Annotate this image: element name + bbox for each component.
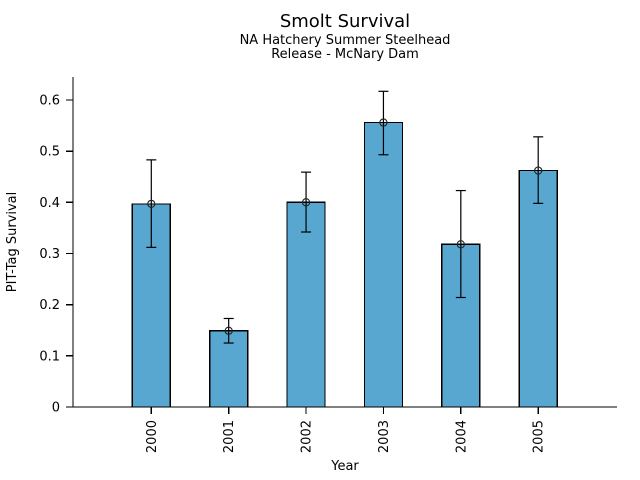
chart-subtitle-line2: Release - McNary Dam <box>271 47 419 62</box>
x-tick-label: 2000 <box>145 420 160 453</box>
x-tick-label: 2002 <box>300 420 315 453</box>
y-tick-label: 0.3 <box>39 247 60 262</box>
bar <box>286 201 326 408</box>
mean-marker-circle <box>301 198 311 207</box>
y-tick-label: 0.4 <box>39 196 60 211</box>
bar <box>518 170 558 408</box>
mean-marker-circle <box>379 118 388 127</box>
y-tick-label: 0.5 <box>39 145 60 160</box>
bar <box>363 121 404 408</box>
x-axis-label: Year <box>330 459 359 474</box>
mean-marker-circle <box>147 199 156 209</box>
mean-marker-circle <box>224 326 233 335</box>
x-tick-label: 2003 <box>377 420 392 453</box>
y-axis-label: PIT-Tag Survival <box>5 192 20 292</box>
mean-marker-circle <box>456 240 465 249</box>
mean-marker-circle <box>534 166 543 175</box>
x-tick-label: 2004 <box>454 420 469 453</box>
x-tick-label: 2001 <box>222 420 237 453</box>
y-tick-label: 0.6 <box>39 94 60 109</box>
y-tick-label: 0.2 <box>39 298 60 313</box>
chart-subtitle-line1: NA Hatchery Summer Steelhead <box>240 33 451 48</box>
x-tick-label: 2005 <box>532 420 547 453</box>
y-tick-label: 0 <box>52 401 60 416</box>
chart-title: Smolt Survival <box>280 11 410 32</box>
plot-area: 0 0.1 0.2 0.3 0.4 0.5 0.6 2000 2001 2002 2003 2004 2… <box>39 77 617 453</box>
y-tick-label: 0.1 <box>39 349 60 364</box>
